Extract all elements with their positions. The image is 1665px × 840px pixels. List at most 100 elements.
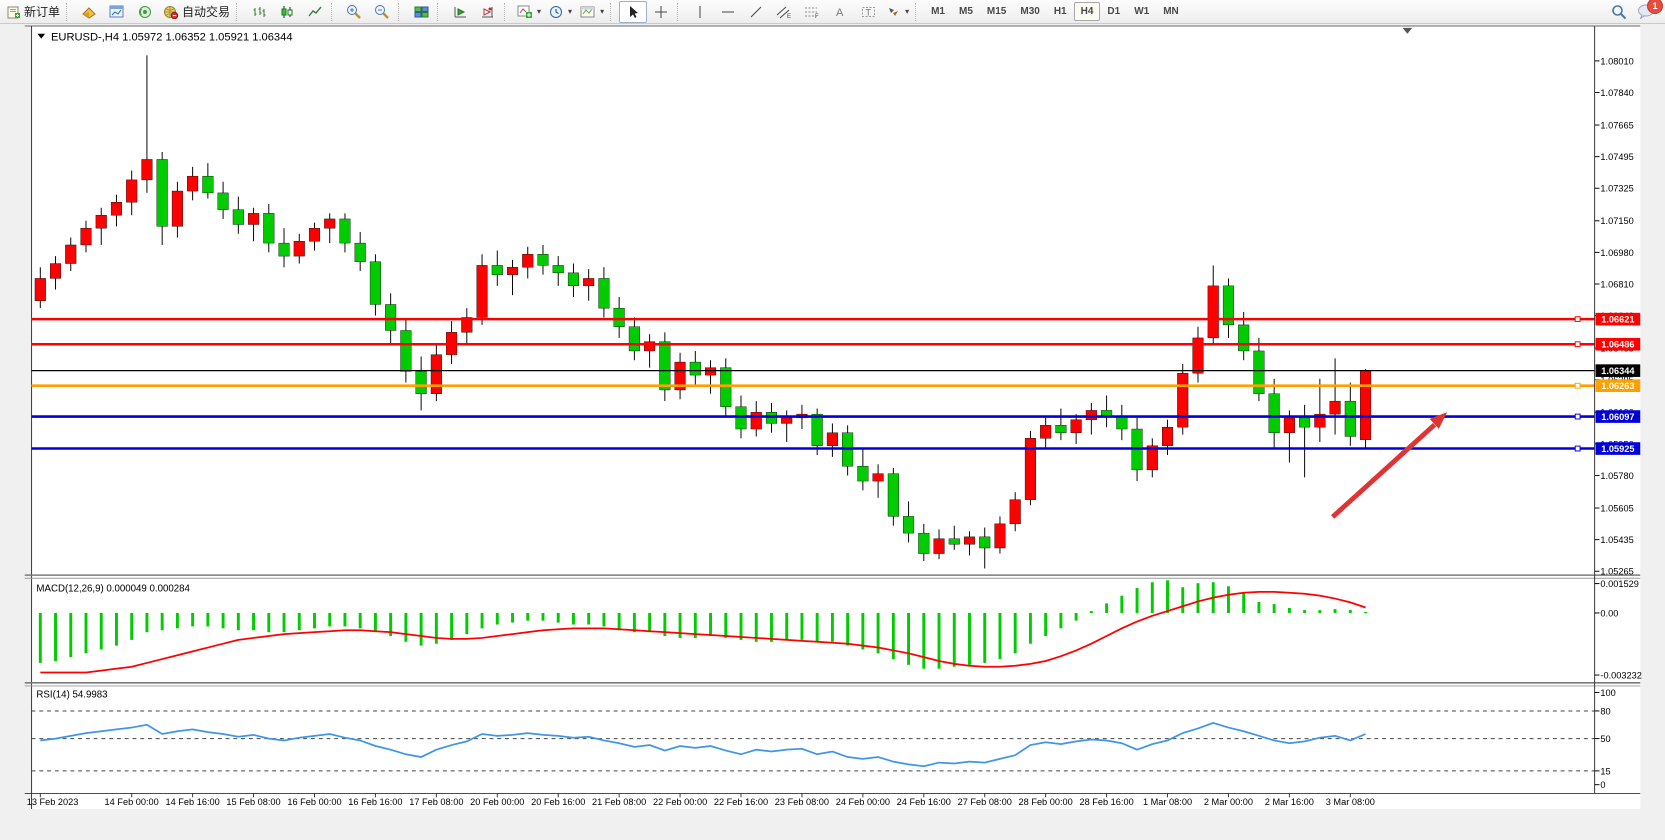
toolbar-separator [610, 2, 617, 21]
time-tick-label: 16 Feb 16:00 [348, 797, 402, 807]
candle [1024, 438, 1036, 500]
candle [1070, 419, 1082, 433]
candle [537, 254, 549, 266]
toolbar-separator [66, 2, 73, 21]
macd-histogram-bar [617, 612, 621, 631]
market-watch-button[interactable] [75, 1, 103, 23]
chart-window-button[interactable] [103, 1, 131, 23]
tile-windows-button[interactable] [407, 1, 435, 23]
candlestick-mode-button[interactable] [273, 1, 301, 23]
text-tool-button[interactable]: A [826, 1, 854, 23]
candle [1329, 400, 1341, 415]
chat-button[interactable]: 1 [1637, 0, 1663, 19]
macd-histogram-bar [1333, 609, 1337, 613]
tf-d1-button[interactable]: D1 [1107, 6, 1121, 17]
periods-button[interactable]: ▾ [545, 1, 576, 23]
macd-histogram-bar [922, 612, 926, 669]
auto-trading-button[interactable]: 自动交易 [159, 1, 234, 23]
macd-histogram-bar [815, 612, 819, 642]
candle [1192, 337, 1204, 374]
arrows-tool-button[interactable]: ▾ [882, 1, 913, 23]
tf-m5-button[interactable]: M5 [959, 6, 973, 17]
main-toolbar: 新订单 自动交易 [0, 0, 1665, 24]
price-badge-label: 1.06344 [1601, 366, 1635, 376]
macd-axis-label: -0.003232 [1600, 670, 1641, 680]
macd-histogram-bar [556, 612, 560, 623]
macd-histogram-bar [1105, 603, 1109, 613]
macd-histogram-bar [724, 612, 728, 638]
chart-shift-marker[interactable] [1402, 27, 1413, 34]
macd-histogram-bar [678, 612, 682, 638]
price-badge [1595, 442, 1641, 455]
chart-window[interactable]: 1.08010 1.07840 1.07665 1.07495 1.07325 1.071… [0, 25, 1665, 840]
signals-button[interactable] [131, 1, 159, 23]
candle [34, 278, 46, 301]
macd-histogram-bar [465, 612, 469, 635]
symbol-dropdown-icon[interactable] [37, 33, 46, 39]
zoom-out-button[interactable] [368, 1, 396, 23]
horizontal-line-tool-button[interactable] [714, 1, 742, 23]
fibonacci-tool-button[interactable]: F [798, 1, 826, 23]
macd-histogram-bar [434, 612, 438, 644]
price-badge-label: 1.05925 [1601, 444, 1634, 454]
candle [491, 265, 503, 275]
toolbar-separator [398, 2, 405, 21]
templates-button[interactable]: ▾ [576, 1, 608, 23]
candle [857, 466, 869, 482]
macd-histogram-bar [1120, 595, 1124, 613]
vertical-line-tool-button[interactable] [686, 1, 714, 23]
bar-chart-mode-button[interactable] [245, 1, 273, 23]
line-chart-mode-button[interactable] [301, 1, 329, 23]
text-label-tool-button[interactable]: T [854, 1, 882, 23]
macd-signal-line [40, 590, 1366, 674]
time-tick-label: 21 Feb 08:00 [592, 797, 646, 807]
macd-histogram-bar [206, 612, 210, 627]
macd-histogram-bar [785, 612, 789, 640]
templates-icon [580, 6, 595, 17]
tf-m30-button[interactable]: M30 [1020, 6, 1040, 17]
new-order-label: 新订单 [24, 5, 61, 19]
candle [1299, 417, 1311, 428]
candle [187, 175, 199, 192]
dropdown-caret: ▾ [600, 7, 605, 16]
tf-m15-button[interactable]: M15 [986, 6, 1007, 17]
candle [979, 536, 991, 549]
candle [598, 278, 610, 309]
channel-tool-button[interactable]: E [770, 1, 798, 23]
candle [705, 367, 717, 376]
macd-histogram-bar [145, 612, 149, 633]
indicators-button[interactable]: ▾ [513, 1, 545, 23]
candle [354, 242, 366, 262]
time-tick-label: 24 Feb 00:00 [836, 797, 890, 807]
tf-h1-button[interactable]: H1 [1053, 6, 1067, 17]
candle [1222, 285, 1234, 326]
tf-mn-button[interactable]: MN [1163, 6, 1179, 17]
new-order-button[interactable]: 新订单 [3, 1, 64, 23]
chart-canvas[interactable]: 1.08010 1.07840 1.07665 1.07495 1.07325 1.071… [0, 25, 1665, 840]
candle [1146, 445, 1158, 471]
time-tick-label: 22 Feb 16:00 [714, 797, 768, 807]
macd-histogram-bar [1318, 610, 1322, 613]
auto-scroll-button[interactable] [446, 1, 474, 23]
cursor-tool-button[interactable] [619, 0, 648, 23]
tf-w1-button[interactable]: W1 [1134, 6, 1150, 17]
auto-scroll-icon [454, 6, 467, 17]
search-icon[interactable] [1611, 4, 1627, 20]
tf-m1-button[interactable]: M1 [931, 6, 945, 17]
candle [811, 413, 823, 446]
crosshair-tool-button[interactable] [647, 1, 675, 23]
price-badge-label: 1.06486 [1601, 340, 1634, 350]
trend-arrow [1331, 422, 1437, 519]
trendline-tool-button[interactable] [742, 1, 770, 23]
zoom-in-button[interactable] [340, 1, 368, 23]
auto-trading-label: 自动交易 [182, 5, 231, 19]
time-tick-label: 3 Mar 08:00 [1326, 797, 1375, 807]
time-tick-label: 17 Feb 08:00 [409, 797, 463, 807]
indicators-icon [517, 5, 533, 18]
candle [720, 367, 732, 407]
tf-h4-button[interactable]: H4 [1073, 2, 1101, 21]
chart-shift-button[interactable] [474, 1, 502, 23]
candle [400, 330, 412, 372]
candle [781, 417, 793, 424]
macd-histogram-bar [54, 612, 57, 661]
